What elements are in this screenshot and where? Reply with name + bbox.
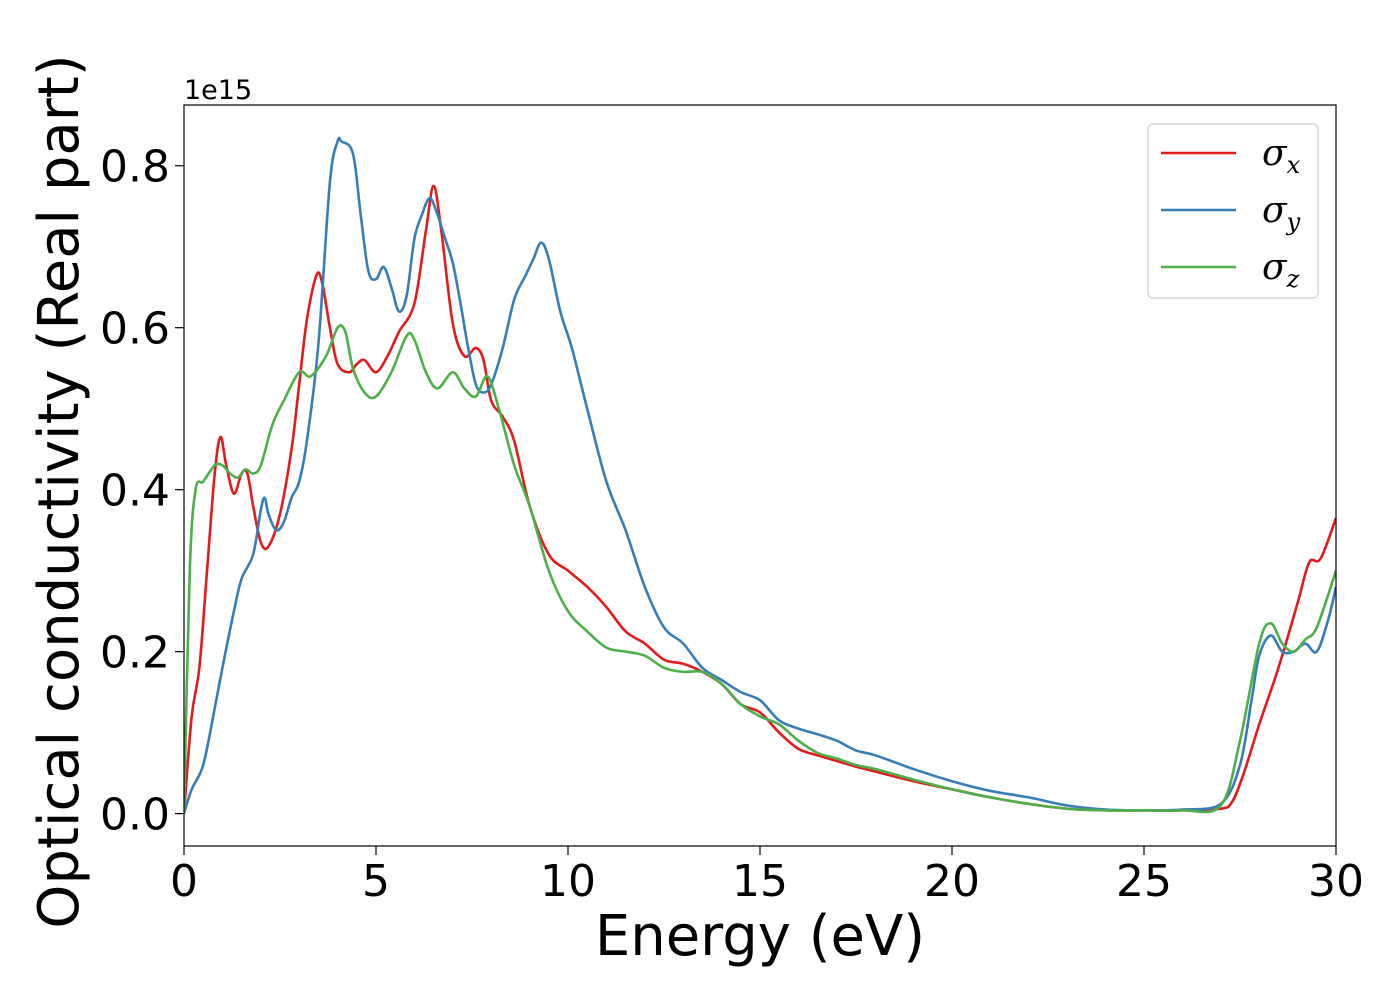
legend-label-y: σy — [1262, 190, 1301, 236]
series-layer — [184, 136, 1336, 815]
legend: σx σy σz — [1147, 123, 1319, 299]
series-line-y — [184, 136, 1336, 815]
x-axis-ticks: 0 5 10 15 20 25 30 — [170, 846, 1364, 907]
x-axis-label: Energy (eV) — [595, 904, 925, 969]
x-tick-label: 15 — [732, 856, 788, 907]
y-tick-label: 0.8 — [100, 142, 170, 193]
legend-label-x: σx — [1262, 133, 1301, 179]
y-offset-label: 1e15 — [184, 75, 252, 106]
y-tick-label: 0.0 — [100, 790, 170, 841]
legend-label-z: σz — [1262, 247, 1300, 293]
x-tick-label: 30 — [1308, 856, 1364, 907]
y-tick-label: 0.4 — [100, 466, 170, 517]
series-line-z — [184, 324, 1336, 814]
y-axis-ticks: 0.0 0.2 0.4 0.6 0.8 — [100, 142, 184, 841]
x-tick-label: 5 — [362, 856, 390, 907]
x-tick-label: 20 — [924, 856, 980, 907]
x-tick-label: 10 — [540, 856, 596, 907]
x-tick-label: 0 — [170, 856, 198, 907]
y-axis-label: Optical conductivity (Real part) — [27, 54, 92, 928]
y-tick-label: 0.2 — [100, 628, 170, 679]
y-tick-label: 0.6 — [100, 304, 170, 355]
x-tick-label: 25 — [1116, 856, 1172, 907]
